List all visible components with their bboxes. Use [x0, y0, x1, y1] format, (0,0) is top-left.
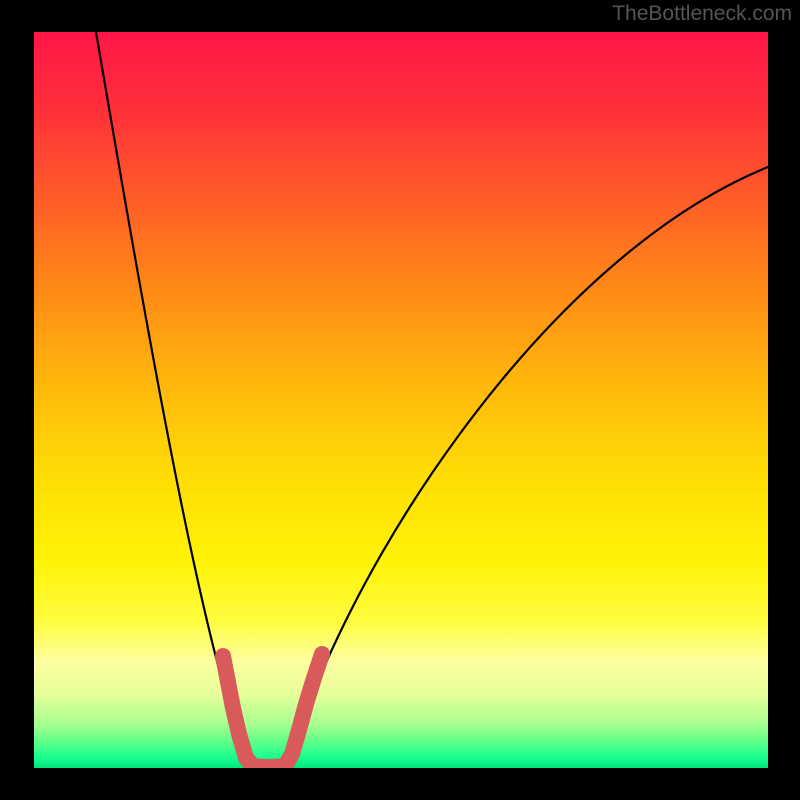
- curve-highlight-bottom: [253, 766, 285, 767]
- watermark-text: TheBottleneck.com: [612, 2, 792, 26]
- plot-area: [34, 32, 768, 768]
- chart-stage: TheBottleneck.com: [0, 0, 800, 800]
- gradient-background: [34, 32, 768, 768]
- plot-svg: [34, 32, 768, 768]
